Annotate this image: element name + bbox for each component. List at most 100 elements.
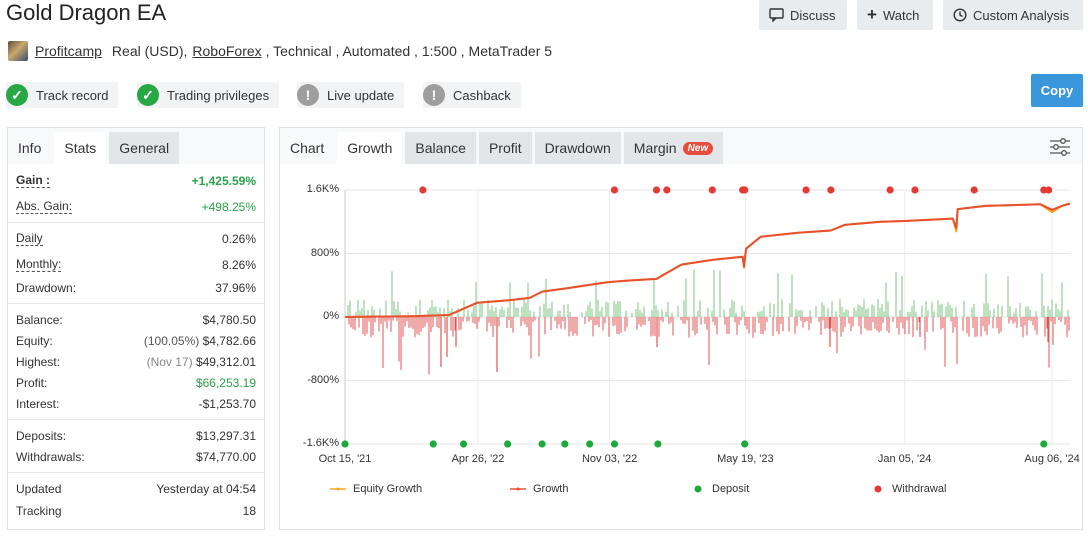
monthly-label[interactable]: Monthly: [16, 257, 62, 272]
withdrawal-marker [708, 186, 716, 194]
stat-equity: Equity: (100.05%) $4,782.66 [8, 330, 264, 351]
tab-margin[interactable]: Margin New [623, 132, 724, 164]
legend-label: Growth [533, 483, 569, 495]
y-tick-label: 0% [323, 310, 339, 322]
withdrawals-label: Withdrawals: [16, 449, 85, 464]
divider [8, 222, 264, 223]
interest-value: -$1,253.70 [198, 396, 256, 411]
withdrawal-marker [610, 186, 619, 194]
y-tick-label: -800% [307, 373, 339, 386]
stat-withdrawals: Withdrawals: $74,770.00 [8, 446, 264, 467]
withdrawal-marker [970, 186, 978, 194]
tab-growth[interactable]: Growth [337, 132, 403, 164]
withdrawal-marker [1045, 186, 1053, 194]
plus-icon: + [867, 5, 877, 24]
legend-label: Deposit [712, 483, 750, 495]
divider [8, 472, 264, 473]
gain-value: +1,425.59% [191, 173, 256, 188]
withdrawal-marker [741, 186, 749, 194]
discuss-button[interactable]: Discuss [759, 0, 847, 30]
x-tick-label: Apr 26, '22 [451, 453, 505, 465]
legend-deposit[interactable]: Deposit [694, 482, 749, 496]
legend-equity-growth[interactable]: Equity Growth [330, 482, 422, 496]
deposit-marker [538, 440, 546, 448]
tab-stats[interactable]: Stats [54, 132, 107, 164]
stats-tabs: Info Stats General [8, 128, 264, 164]
custom-analysis-label: Custom Analysis [973, 7, 1070, 23]
legend-label: Equity Growth [353, 483, 423, 495]
badge-label: Live update [327, 87, 395, 103]
discuss-label: Discuss [790, 7, 836, 23]
new-badge: New [682, 141, 714, 155]
tab-general[interactable]: General [109, 132, 180, 164]
stats-panel: Info Stats General Gain : +1,425.59% Abs.… [7, 127, 265, 530]
withdrawal-marker [419, 186, 427, 194]
badge-cashback[interactable]: ! Cashback [423, 82, 521, 108]
legend-line-swatch [510, 487, 526, 491]
y-tick-label: 800% [310, 246, 339, 259]
tab-profit[interactable]: Profit [478, 132, 532, 164]
withdrawal-marker [663, 186, 671, 194]
chart-settings-icon[interactable] [1049, 136, 1071, 158]
badge-track-record[interactable]: ✓ Track record [6, 82, 119, 108]
legend-dot-swatch [694, 485, 702, 493]
system-meta: Profitcamp Real (USD), RoboForex , Techn… [8, 40, 552, 62]
abs-gain-label[interactable]: Abs. Gain: [16, 199, 73, 214]
stat-tracking: Tracking 18 [8, 500, 264, 521]
equity-value: $4,782.66 [202, 333, 256, 348]
badge-trading-privileges[interactable]: ✓ Trading privileges [137, 82, 280, 108]
legend-line-swatch [330, 487, 346, 491]
broker-link[interactable]: RoboForex [192, 43, 262, 59]
tab-chart[interactable]: Chart [290, 140, 325, 156]
highest-date: (Nov 17) [146, 354, 193, 369]
deposit-marker [429, 440, 437, 448]
copy-button[interactable]: Copy [1031, 74, 1083, 107]
gain-label[interactable]: Gain : [16, 173, 51, 188]
updated-label: Updated [16, 481, 62, 496]
custom-analysis-button[interactable]: Custom Analysis [943, 0, 1083, 30]
system-details: , Technical , Automated , 1:500 , MetaTr… [265, 43, 553, 59]
stats-list: Gain : +1,425.59% Abs. Gain: +498.25% Dail… [8, 170, 264, 521]
balance-value: $4,780.50 [202, 312, 256, 327]
y-tick-label: -1.6K% [302, 437, 339, 449]
interest-label: Interest: [16, 396, 60, 411]
check-icon: ✓ [137, 84, 159, 106]
exclamation-icon: ! [297, 84, 319, 106]
stat-deposits: Deposits: $13,297.31 [8, 425, 264, 446]
growth-line [344, 202, 1071, 318]
stat-balance: Balance: $4,780.50 [8, 309, 264, 330]
watch-button[interactable]: + Watch [857, 0, 933, 30]
tab-balance[interactable]: Balance [405, 132, 476, 164]
balance-label: Balance: [16, 312, 63, 327]
tracking-value: 18 [242, 503, 256, 518]
chat-icon [769, 8, 784, 22]
withdrawal-marker [652, 186, 661, 194]
check-icon: ✓ [6, 84, 28, 106]
legend-withdrawal[interactable]: Withdrawal [874, 482, 946, 496]
deposit-marker [741, 440, 749, 448]
avatar[interactable] [8, 41, 28, 61]
tab-info[interactable]: Info [18, 140, 42, 156]
deposit-marker [341, 440, 349, 448]
daily-label[interactable]: Daily [16, 231, 43, 246]
x-tick-label: Jan 05, '24 [877, 453, 932, 465]
author-link[interactable]: Profitcamp [35, 43, 102, 59]
stat-daily: Daily 0.26% [8, 228, 264, 249]
drawdown-label: Drawdown: [16, 280, 77, 295]
deposit-marker [504, 440, 512, 448]
highest-value: $49,312.01 [195, 354, 256, 369]
legend-growth[interactable]: Growth [510, 482, 568, 496]
tab-drawdown[interactable]: Drawdown [534, 132, 621, 164]
account-type: Real (USD), [111, 43, 188, 59]
x-tick-label: Oct 15, '21 [318, 453, 372, 465]
deposit-marker [1040, 440, 1048, 448]
profit-label: Profit: [16, 375, 48, 390]
badge-live-update[interactable]: ! Live update [297, 82, 405, 108]
badge-label: Track record [36, 87, 109, 103]
y-tick-label: 1.6K% [306, 183, 339, 195]
page-title: Gold Dragon EA [6, 0, 167, 25]
withdrawals-value: $74,770.00 [195, 449, 256, 464]
deposits-label: Deposits: [16, 428, 67, 443]
updated-value: Yesterday at 04:54 [156, 481, 256, 496]
